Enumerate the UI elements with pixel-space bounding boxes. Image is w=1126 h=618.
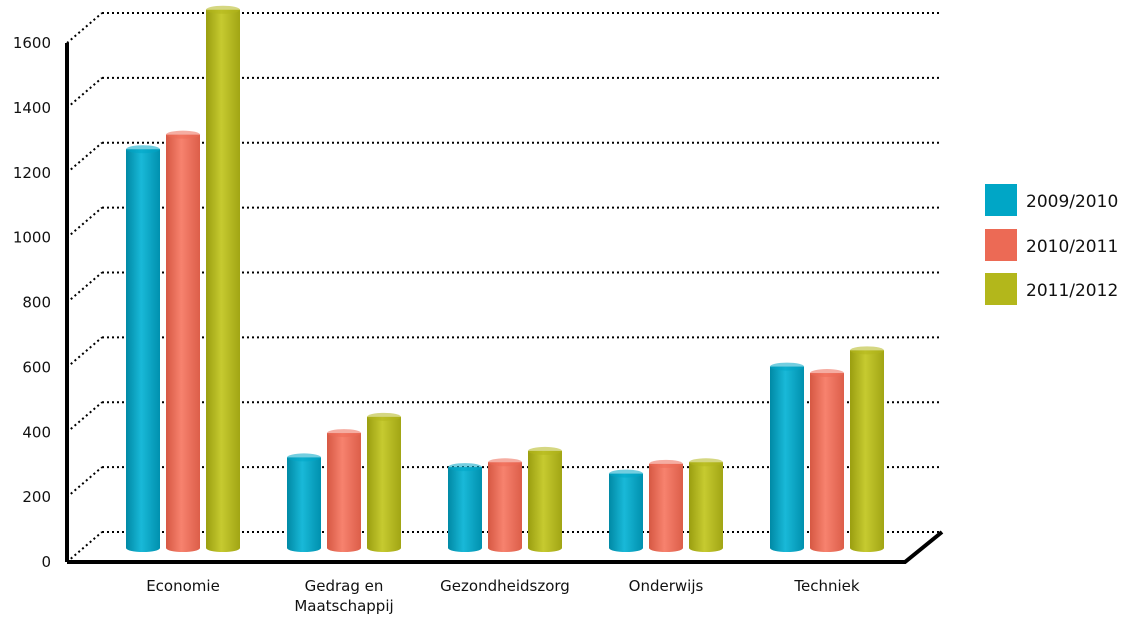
bar-body bbox=[327, 433, 361, 548]
bar-cap bbox=[367, 412, 401, 421]
legend-swatch bbox=[985, 184, 1017, 216]
bar-base bbox=[689, 544, 723, 552]
y-tick-label: 200 bbox=[22, 488, 51, 506]
bar bbox=[206, 5, 240, 552]
depth-gridline bbox=[66, 206, 103, 239]
bar-body bbox=[528, 450, 562, 548]
y-tick-label: 1000 bbox=[13, 229, 51, 247]
legend-label: 2011/2012 bbox=[1026, 281, 1118, 301]
bar-body bbox=[649, 463, 683, 548]
depth-gridline bbox=[66, 401, 103, 434]
x-axis bbox=[67, 530, 944, 564]
bar-body bbox=[609, 473, 643, 548]
legend-item: 2009/2010 bbox=[985, 184, 1118, 216]
bar-base bbox=[367, 544, 401, 552]
depth-gridline bbox=[66, 271, 103, 304]
bar-body bbox=[287, 457, 321, 548]
y-tick-label: 0 bbox=[41, 553, 51, 571]
x-tick-label: Onderwijs bbox=[629, 577, 704, 595]
bar-base bbox=[488, 544, 522, 552]
bar-base bbox=[327, 544, 361, 552]
bar-cap bbox=[609, 469, 643, 478]
bar-cap bbox=[448, 463, 482, 472]
bar bbox=[327, 429, 361, 552]
bar bbox=[126, 145, 160, 552]
bar-body bbox=[850, 350, 884, 548]
bar-cap bbox=[689, 458, 723, 467]
bar-body bbox=[448, 467, 482, 548]
bar-body bbox=[810, 373, 844, 548]
bar-body bbox=[126, 149, 160, 549]
bar bbox=[488, 458, 522, 552]
bar-cap bbox=[166, 130, 200, 139]
legend-item: 2010/2011 bbox=[985, 229, 1118, 261]
bar-base bbox=[770, 544, 804, 552]
depth-gridline bbox=[66, 141, 103, 174]
depth-gridline bbox=[66, 77, 103, 109]
bar-body bbox=[770, 366, 804, 548]
bar-base bbox=[649, 544, 683, 552]
bar-body bbox=[166, 134, 200, 548]
y-tick-labels: 0 200 400 600 800 1000 1200 1400 1600 bbox=[13, 34, 51, 571]
bar bbox=[689, 458, 723, 552]
bar-cap bbox=[327, 429, 361, 438]
bar bbox=[609, 469, 643, 552]
bar bbox=[810, 369, 844, 552]
bar-body bbox=[206, 9, 240, 549]
category-labels: Economie Gedrag en Maatschappij Gezondheids… bbox=[146, 577, 860, 615]
legend-label: 2009/2010 bbox=[1026, 192, 1118, 212]
bar-base bbox=[287, 544, 321, 552]
x-tick-label: Gedrag en Maatschappij bbox=[294, 577, 393, 615]
bar-body bbox=[689, 462, 723, 548]
legend: 2009/2010 2010/2011 2011/2012 bbox=[985, 184, 1118, 305]
bar-base bbox=[609, 544, 643, 552]
bar bbox=[367, 412, 401, 552]
bar-cap bbox=[126, 145, 160, 154]
depth-gridline bbox=[66, 336, 103, 369]
bar-cap bbox=[770, 362, 804, 371]
bar-cap bbox=[649, 459, 683, 468]
bar-base bbox=[850, 544, 884, 552]
legend-swatch bbox=[985, 273, 1017, 305]
bar-cap bbox=[810, 369, 844, 378]
bar-body bbox=[488, 462, 522, 548]
axes bbox=[65, 43, 944, 564]
depth-gridline bbox=[66, 466, 103, 498]
depth-gridline bbox=[66, 12, 103, 44]
bars bbox=[126, 5, 884, 552]
bar-body bbox=[367, 416, 401, 548]
legend-swatch bbox=[985, 229, 1017, 261]
bar bbox=[287, 453, 321, 552]
bar-cap bbox=[488, 458, 522, 467]
y-tick-label: 800 bbox=[22, 294, 51, 312]
bar-base bbox=[166, 544, 200, 552]
bar bbox=[448, 463, 482, 552]
bar-base bbox=[528, 544, 562, 552]
bar-base bbox=[126, 544, 160, 552]
x-tick-label: Techniek bbox=[793, 577, 859, 595]
bar bbox=[528, 446, 562, 552]
y-tick-label: 600 bbox=[22, 358, 51, 376]
legend-item: 2011/2012 bbox=[985, 273, 1118, 305]
legend-label: 2010/2011 bbox=[1026, 237, 1118, 257]
y-tick-label: 1600 bbox=[13, 34, 51, 52]
bar bbox=[770, 362, 804, 552]
x-tick-label: Economie bbox=[146, 577, 220, 595]
bar-base bbox=[206, 544, 240, 552]
bar-cap bbox=[850, 346, 884, 355]
y-tick-label: 1400 bbox=[13, 99, 51, 117]
bar-cap bbox=[206, 5, 240, 14]
bar-cap bbox=[528, 446, 562, 455]
bar-base bbox=[810, 544, 844, 552]
depth-gridline bbox=[66, 531, 103, 563]
bar bbox=[850, 346, 884, 552]
bar-base bbox=[448, 544, 482, 552]
y-tick-label: 400 bbox=[22, 423, 51, 441]
bar bbox=[649, 459, 683, 552]
y-tick-label: 1200 bbox=[13, 164, 51, 182]
x-tick-label: Gezondheidszorg bbox=[440, 577, 570, 595]
bar-cap bbox=[287, 453, 321, 462]
bar bbox=[166, 130, 200, 552]
